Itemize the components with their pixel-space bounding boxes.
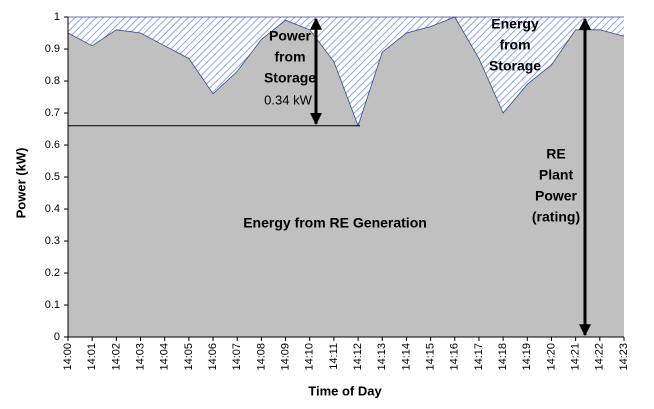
re-area (68, 17, 624, 337)
area-line (67, 16, 625, 128)
x-tick-label: 14:00 (62, 343, 74, 371)
y-axis-title: Power (kW) (13, 148, 28, 219)
storage-area (68, 17, 624, 126)
y-tick-label: 0.6 (45, 139, 60, 151)
x-tick-label: 14:14 (400, 343, 412, 371)
x-tick-label: 14:13 (376, 343, 388, 371)
x-tick-label: 14:21 (570, 343, 582, 371)
x-tick-label: 14:10 (304, 343, 316, 371)
annotation: Power (269, 28, 312, 44)
annotation: Storage (489, 58, 541, 74)
x-tick-label: 14:12 (352, 343, 364, 371)
annotation: Energy (491, 16, 539, 32)
y-tick-label: 0.2 (45, 267, 60, 279)
y-tick-label: 0.1 (45, 299, 60, 311)
y-tick-label: 0.5 (45, 171, 60, 183)
x-tick-label: 14:05 (183, 343, 195, 371)
annotation: from (274, 49, 305, 65)
x-tick-label: 14:23 (618, 343, 630, 371)
annotation: Power (535, 188, 578, 204)
x-tick-label: 14:04 (159, 343, 171, 371)
x-tick-label: 14:17 (473, 343, 485, 371)
annotation: from (499, 37, 530, 53)
x-tick-label: 14:20 (545, 343, 557, 371)
x-tick-label: 14:07 (231, 343, 243, 371)
annotation: RE (546, 146, 565, 162)
y-tick-label: 0.8 (45, 75, 60, 87)
y-tick-label: 0.9 (45, 43, 60, 55)
annotation: (rating) (532, 209, 580, 225)
x-tick-label: 14:06 (207, 343, 219, 371)
y-tick-label: 1 (54, 11, 60, 23)
x-tick-label: 14:03 (134, 343, 146, 371)
x-tick-label: 14:22 (594, 343, 606, 371)
x-tick-label: 14:08 (255, 343, 267, 371)
x-tick-label: 14:15 (425, 343, 437, 371)
x-tick-label: 14:02 (110, 343, 122, 371)
x-axis-title: Time of Day (308, 383, 382, 398)
annotation: Storage (264, 70, 316, 86)
x-tick-label: 14:01 (86, 343, 98, 371)
annotation: Plant (539, 167, 574, 183)
annotation: 0.34 kW (264, 92, 312, 107)
x-tick-label: 14:09 (279, 343, 291, 371)
y-tick-label: 0.7 (45, 107, 60, 119)
y-tick-label: 0 (54, 331, 60, 343)
x-tick-label: 14:11 (328, 343, 340, 370)
x-tick-label: 14:18 (497, 343, 509, 371)
x-tick-label: 14:16 (449, 343, 461, 371)
annotation: Energy from RE Generation (243, 215, 427, 231)
y-tick-label: 0.3 (45, 235, 60, 247)
y-tick-label: 0.4 (45, 203, 60, 215)
x-tick-label: 14:19 (521, 343, 533, 371)
